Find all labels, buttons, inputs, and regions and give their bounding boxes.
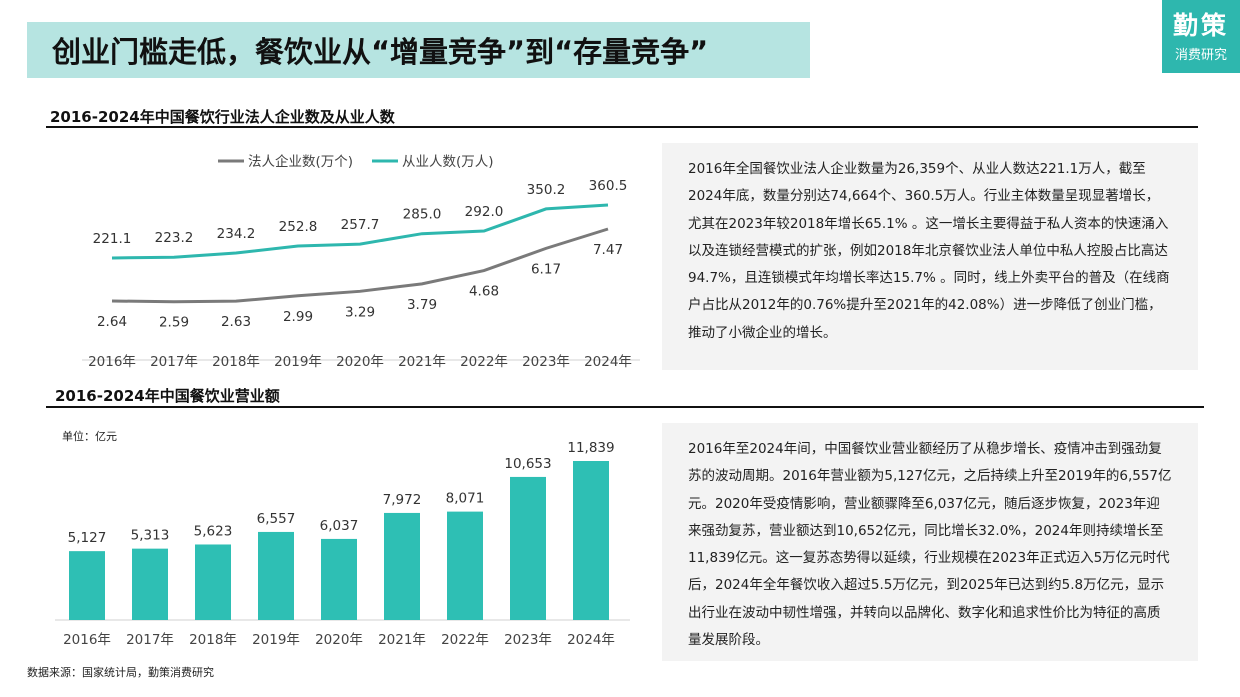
legend-label: 法人企业数(万个)	[248, 153, 353, 170]
title-banner	[27, 22, 810, 78]
x-tick-label: 2021年	[398, 354, 446, 370]
data-label: 2.59	[159, 315, 189, 331]
data-label: 3.29	[345, 304, 375, 320]
x-tick-label: 2024年	[567, 632, 615, 648]
data-label: 2.63	[221, 314, 251, 330]
section2-title: 2016-2024年中国餐饮业营业额	[55, 387, 280, 405]
x-tick-label: 2016年	[63, 632, 111, 648]
bar	[573, 461, 609, 620]
section1-text: 2016年全国餐饮业法人企业数量为26,359个、从业人数达221.1万人，截至…	[662, 143, 1198, 370]
x-tick-label: 2019年	[252, 632, 300, 648]
bar-chart: 单位：亿元 5,127 2016年 5,313 2017年 5,623 2018年 6,557…	[55, 429, 630, 648]
unit-label: 单位：亿元	[62, 429, 117, 443]
data-label: 252.8	[279, 219, 318, 235]
x-tick-label: 2018年	[212, 354, 260, 370]
data-label: 360.5	[589, 178, 628, 194]
data-label: 8,071	[446, 491, 485, 507]
data-label: 3.79	[407, 297, 437, 313]
x-tick-label: 2022年	[460, 354, 508, 370]
logo: 勤策 消费研究	[1162, 0, 1240, 73]
data-label: 7.47	[593, 242, 623, 258]
series-line-0	[111, 227, 609, 304]
data-label: 221.1	[93, 231, 132, 247]
data-label: 2.64	[97, 314, 127, 330]
x-tick-label: 2016年	[88, 354, 136, 370]
data-label: 10,653	[504, 456, 551, 472]
data-label: 5,623	[194, 523, 233, 539]
x-tick-label: 2017年	[126, 632, 174, 648]
x-tick-label: 2023年	[522, 354, 570, 370]
data-label: 350.2	[527, 182, 566, 198]
bar	[258, 531, 294, 620]
x-tick-label: 2019年	[274, 354, 322, 370]
section2-text: 2016年至2024年间，中国餐饮业营业额经历了从稳步增长、疫情冲击到强劲复苏的…	[662, 423, 1198, 661]
bar	[69, 551, 105, 620]
legend-label: 从业人数(万人)	[402, 154, 494, 170]
data-label: 234.2	[217, 226, 256, 242]
data-label: 257.7	[341, 217, 380, 233]
data-label: 285.0	[403, 207, 442, 223]
data-label: 6,557	[257, 511, 296, 527]
x-tick-label: 2024年	[584, 354, 632, 370]
series-line-1	[111, 203, 609, 260]
logo-sub: 消费研究	[1174, 48, 1227, 63]
data-label: 292.0	[465, 204, 504, 220]
data-label: 5,313	[131, 528, 170, 544]
data-label: 11,839	[567, 440, 614, 456]
bar	[510, 476, 546, 620]
data-source: 数据来源：国家统计局，勤策消费研究	[27, 666, 214, 679]
bar	[321, 538, 357, 620]
x-tick-label: 2017年	[150, 354, 198, 370]
x-tick-label: 2020年	[336, 354, 384, 370]
section1-title: 2016-2024年中国餐饮行业法人企业数及从业人数	[50, 108, 395, 126]
divider	[46, 126, 1198, 128]
x-tick-label: 2020年	[315, 632, 363, 648]
data-label: 5,127	[68, 530, 107, 546]
data-label: 6.17	[531, 261, 561, 277]
data-label: 223.2	[155, 230, 194, 246]
data-label: 6,037	[320, 518, 359, 534]
bar	[195, 544, 231, 620]
bar	[384, 512, 420, 620]
divider	[46, 406, 1204, 408]
line-chart: 2016年 2017年 2018年 2019年 2020年 2021年 2022年 2023年…	[82, 153, 640, 370]
data-label: 2.99	[283, 309, 313, 325]
x-tick-label: 2021年	[378, 632, 426, 648]
x-tick-label: 2018年	[189, 632, 237, 648]
page-title: 创业门槛走低，餐饮业从“增量竞争”到“存量竞争”	[52, 35, 709, 69]
x-tick-label: 2023年	[504, 632, 552, 648]
data-label: 7,972	[383, 492, 422, 508]
data-label: 4.68	[469, 284, 499, 300]
bar	[132, 548, 168, 620]
x-tick-label: 2022年	[441, 632, 489, 648]
logo-main: 勤策	[1172, 11, 1229, 40]
bar	[447, 511, 483, 620]
